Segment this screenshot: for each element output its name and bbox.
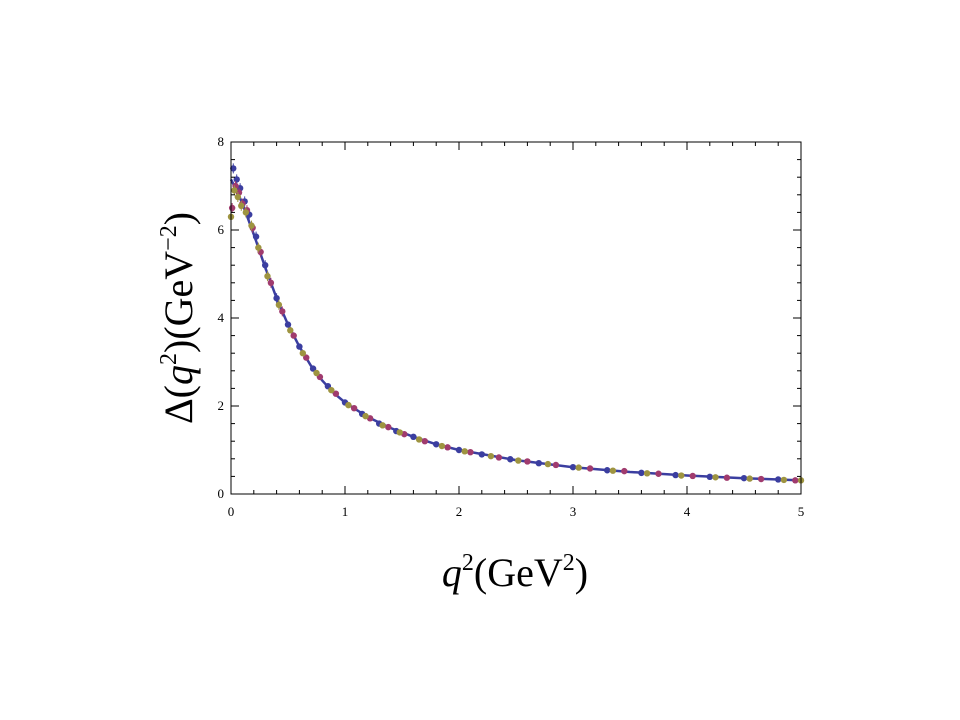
data-point xyxy=(350,405,358,412)
data-point xyxy=(234,193,242,201)
data-point xyxy=(309,365,317,372)
data-point xyxy=(279,308,286,315)
y-tick-label: 0 xyxy=(218,486,225,501)
data-point xyxy=(328,386,335,394)
data-point xyxy=(487,452,495,460)
data-point xyxy=(672,471,679,479)
data-point xyxy=(609,467,617,474)
y-axis-title: Δ(q2)(GeV−2) xyxy=(156,212,201,424)
data-point xyxy=(415,436,423,443)
data-points-layer xyxy=(227,163,805,484)
data-point xyxy=(255,244,262,251)
data-point xyxy=(638,469,645,477)
tick-labels: 0 1 2 3 4 5 0 2 4 6 8 xyxy=(218,134,805,519)
y-tick-label: 2 xyxy=(218,398,225,413)
data-point xyxy=(396,429,403,436)
data-point xyxy=(433,441,440,448)
data-point xyxy=(264,273,271,280)
plot-frame xyxy=(230,141,802,495)
data-point xyxy=(410,433,417,440)
data-point xyxy=(706,473,713,481)
data-point xyxy=(792,477,799,484)
data-point xyxy=(507,456,514,463)
axis-ticks xyxy=(230,141,802,495)
data-point xyxy=(678,472,685,479)
data-point xyxy=(262,262,269,269)
data-point xyxy=(299,350,307,357)
data-point xyxy=(712,474,719,481)
data-point xyxy=(332,390,340,397)
data-point xyxy=(438,442,446,450)
y-tick-label: 6 xyxy=(218,222,225,237)
x-tick-label: 4 xyxy=(684,504,691,519)
x-tick-label: 0 xyxy=(228,504,235,519)
data-point xyxy=(303,354,310,361)
data-point xyxy=(379,422,386,429)
data-point xyxy=(455,446,463,454)
y-tick-label: 8 xyxy=(218,134,225,149)
data-point xyxy=(478,451,485,458)
data-point xyxy=(273,295,280,302)
data-point xyxy=(689,472,696,480)
data-point xyxy=(231,187,238,194)
data-point xyxy=(242,209,250,216)
data-point xyxy=(467,449,474,456)
data-point xyxy=(238,202,245,209)
data-point xyxy=(313,369,320,377)
data-point xyxy=(535,460,542,467)
x-tick-label: 2 xyxy=(456,504,463,519)
y-tick-label: 4 xyxy=(218,310,225,325)
data-point xyxy=(385,423,392,431)
data-point xyxy=(345,401,352,409)
data-point xyxy=(444,444,451,451)
data-point xyxy=(643,470,651,477)
data-point xyxy=(421,438,428,445)
data-point xyxy=(604,467,611,474)
data-point xyxy=(780,476,788,484)
data-point xyxy=(287,327,294,334)
data-point xyxy=(655,470,662,477)
data-point xyxy=(740,474,748,482)
data-point xyxy=(746,475,753,482)
x-tick-label: 1 xyxy=(342,504,349,519)
data-point xyxy=(552,461,560,469)
x-tick-label: 5 xyxy=(798,504,805,519)
data-point xyxy=(248,222,255,229)
data-point xyxy=(621,467,628,475)
data-point xyxy=(495,454,503,461)
data-point xyxy=(296,343,303,350)
data-point xyxy=(723,474,731,481)
x-axis-title: q2(GeV2) xyxy=(442,550,588,595)
data-point xyxy=(290,332,297,339)
data-point xyxy=(515,457,522,464)
data-point xyxy=(544,460,552,468)
fit-curve-layer xyxy=(229,178,802,482)
data-point xyxy=(275,301,283,308)
data-point xyxy=(362,412,369,420)
data-point xyxy=(267,279,275,286)
data-point xyxy=(575,464,582,471)
data-point xyxy=(569,463,577,471)
data-point xyxy=(586,465,594,472)
data-point xyxy=(775,476,782,483)
data-point xyxy=(524,458,531,465)
x-tick-label: 3 xyxy=(570,504,577,519)
data-point xyxy=(284,321,292,328)
data-point xyxy=(757,475,765,483)
data-point xyxy=(461,448,468,455)
data-point xyxy=(228,204,236,212)
data-point xyxy=(230,165,237,172)
fit-curve xyxy=(229,178,802,482)
data-point xyxy=(252,233,260,240)
